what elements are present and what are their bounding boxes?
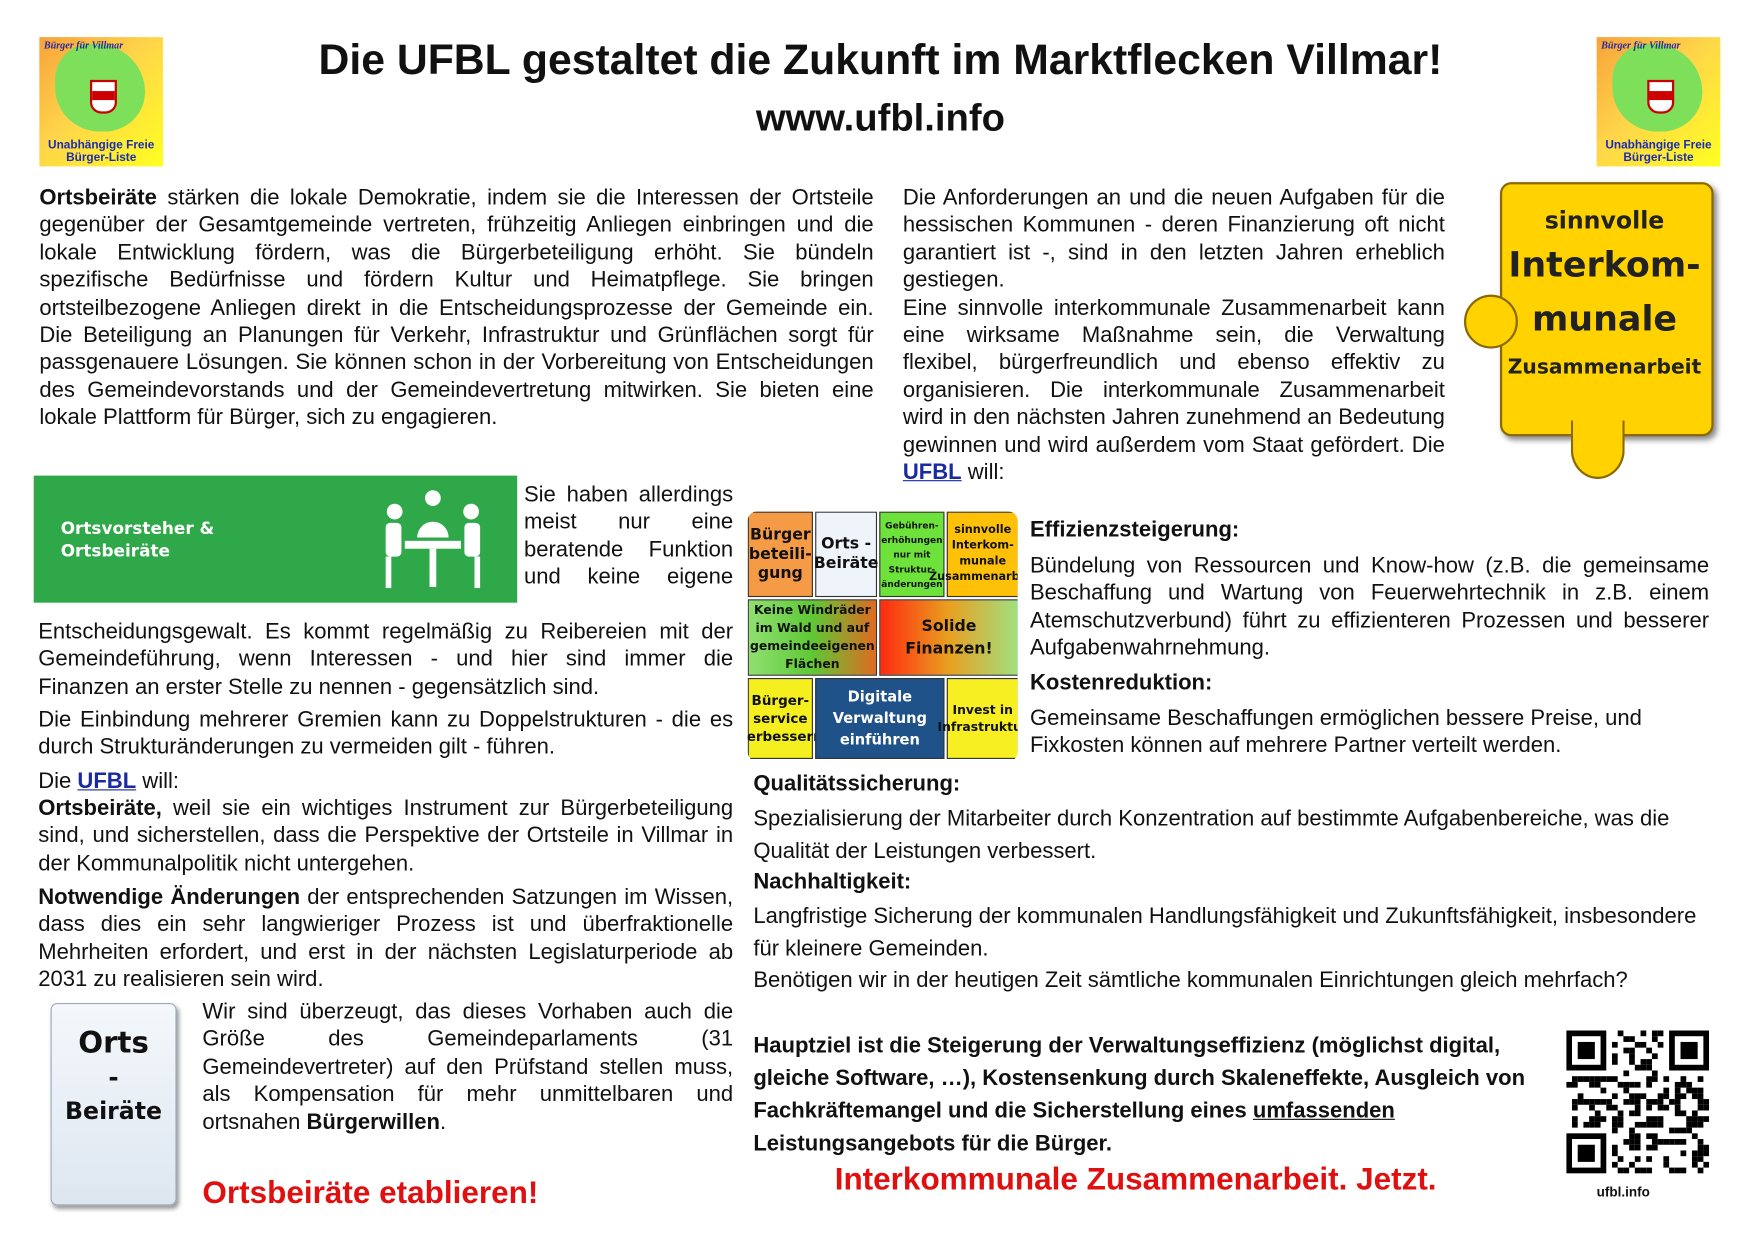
- duplicate-structures-paragraph: Die Einbindung mehrerer Gremien kann zu …: [38, 707, 734, 760]
- qr-code[interactable]: [1566, 1029, 1710, 1175]
- heading-sustainability: Nachhaltigkeit:: [753, 869, 912, 894]
- text-quality: Spezialisierung der Mitarbeiter durch Ko…: [753, 806, 1670, 864]
- ufbl-logo-right: Bürger für Villmar Unabhängige Freie Bürg…: [1596, 37, 1721, 167]
- parliament-size-paragraph: Wir sind überzeugt, das dieses Vorhaben …: [202, 999, 734, 1135]
- text-sustainability: Langfristige Sicherung der kommunalen Ha…: [753, 904, 1697, 962]
- website-url: www.ufbl.info: [755, 96, 1005, 140]
- puzzle-piece: Bürger beteili- gung: [747, 511, 813, 598]
- heading-quality: Qualitätssicherung:: [753, 771, 961, 797]
- ufbl-logo-left: Bürger für Villmar Unabhängige Freie Bürg…: [39, 37, 164, 167]
- ortsbeiraete-slogan: Ortsbeiräte etablieren!: [202, 1174, 539, 1210]
- logo-caption: Unabhängige Freie: [48, 138, 155, 152]
- puzzle-piece: Bürger- service verbessern: [747, 678, 823, 759]
- text-cost-reduction: Gemeinsame Beschaffungen ermöglichen bes…: [1029, 706, 1642, 759]
- requirements-paragraph: Die Anforderungen an und die neuen Aufga…: [902, 185, 1445, 485]
- logo-text: Bürger für Villmar: [1601, 39, 1681, 51]
- puzzle-piece: sinnvolle Interkom- munale Zusammenarbei…: [929, 511, 1018, 598]
- interkommunal-slogan: Interkommunale Zusammenarbeit. Jetzt.: [834, 1161, 1437, 1197]
- intro-paragraph: Ortsbeiräte stärken die lokale Demokrati…: [39, 185, 874, 430]
- logo-caption: Unabhängige Freie: [1605, 138, 1712, 152]
- puzzle-piece: Solide Finanzen!: [879, 599, 1018, 676]
- logo-caption: Bürger-Liste: [1623, 150, 1694, 165]
- orts-beiraete-puzzle: Orts - Beiräte: [50, 1002, 177, 1206]
- text-efficiency: Bündelung von Ressourcen und Know-how (z…: [1029, 553, 1710, 661]
- logo-caption: Bürger-Liste: [66, 150, 137, 165]
- ortsbeiraete-goal: Ortsbeiräte, weil sie ein wichtiges Inst…: [38, 796, 734, 876]
- puzzle-piece: Digitale Verwaltung einführen: [815, 678, 945, 759]
- text-question: Benötigen wir in der heutigen Zeit sämtl…: [753, 968, 1628, 993]
- puzzle-piece: Keine Windräder im Wald und auf gemeinde…: [747, 599, 878, 676]
- ortsvorsteher-banner: Ortsvorsteher & Ortsbeiräte: [33, 475, 518, 603]
- council-meeting-icon: [385, 490, 481, 589]
- qr-caption: ufbl.info: [1596, 1183, 1650, 1200]
- puzzle-piece: Gebühren- erhöhungen nur mit Struktur- ä…: [879, 511, 945, 598]
- main-goal: Hauptziel ist die Steigerung der Verwalt…: [753, 1033, 1526, 1156]
- puzzle-piece: Orts - Beiräte: [814, 511, 878, 598]
- coat-of-arms-icon: [1647, 79, 1675, 114]
- heading-cost-reduction: Kostenreduktion:: [1029, 670, 1213, 695]
- ufbl-link[interactable]: UFBL: [77, 769, 137, 794]
- interkommunale-puzzle-badge: sinnvolle Interkom- munale Zusammenarbei…: [1463, 182, 1714, 481]
- goals-puzzle-image: Bürger beteili- gung Orts - Beiräte Gebü…: [747, 511, 1018, 762]
- ufbl-will: Die UFBL will:: [38, 769, 180, 794]
- coat-of-arms-icon: [89, 79, 117, 114]
- changes-paragraph: Notwendige Änderungen der entsprechenden…: [38, 884, 734, 992]
- logo-text: Bürger für Villmar: [43, 39, 124, 51]
- puzzle-piece: Invest in Infrastruktur: [938, 678, 1018, 759]
- page-title: Die UFBL gestaltet die Zukunft im Marktf…: [318, 37, 1443, 85]
- ufbl-link[interactable]: UFBL: [902, 459, 962, 485]
- heading-efficiency: Effizienzsteigerung:: [1029, 517, 1240, 542]
- advisory-paragraph: Sie haben allerdings meist nur eine bera…: [38, 482, 734, 700]
